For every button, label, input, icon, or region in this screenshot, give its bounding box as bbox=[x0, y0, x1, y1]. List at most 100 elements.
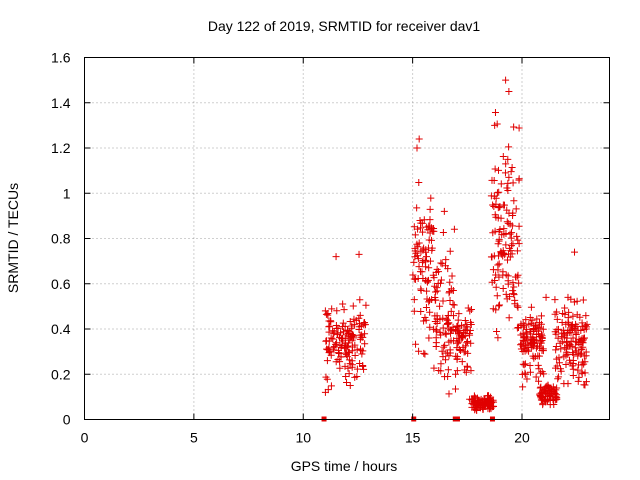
data-point bbox=[494, 240, 502, 248]
data-point bbox=[359, 362, 367, 370]
data-point bbox=[463, 362, 471, 370]
data-point bbox=[451, 385, 459, 393]
data-point bbox=[353, 346, 361, 354]
data-point bbox=[571, 248, 578, 256]
data-point bbox=[329, 327, 337, 335]
data-point bbox=[413, 204, 421, 212]
data-point bbox=[553, 394, 561, 402]
data-point bbox=[436, 302, 444, 310]
data-point bbox=[343, 353, 351, 361]
x-tick-label: 20 bbox=[514, 430, 530, 446]
data-point bbox=[501, 169, 509, 177]
data-point bbox=[491, 211, 499, 219]
data-point bbox=[327, 334, 335, 342]
y-tick-label: 0.4 bbox=[51, 321, 71, 337]
data-point bbox=[569, 334, 577, 342]
data-point bbox=[490, 252, 498, 260]
data-point bbox=[423, 253, 431, 261]
data-point bbox=[537, 338, 545, 346]
data-point bbox=[336, 364, 344, 372]
data-point bbox=[493, 292, 501, 300]
data-point bbox=[442, 330, 450, 338]
data-point bbox=[536, 369, 544, 377]
data-point bbox=[445, 390, 453, 398]
data-point bbox=[467, 306, 475, 314]
data-point bbox=[506, 230, 514, 238]
data-point bbox=[339, 337, 347, 345]
data-point bbox=[509, 179, 517, 187]
data-point bbox=[509, 279, 517, 287]
data-point bbox=[446, 247, 454, 255]
data-point bbox=[505, 173, 513, 181]
data-point bbox=[569, 372, 577, 380]
data-point bbox=[574, 366, 582, 374]
y-tick-label: 0 bbox=[63, 412, 71, 428]
data-point bbox=[523, 330, 531, 338]
data-point bbox=[508, 164, 516, 172]
data-point bbox=[327, 382, 335, 390]
x-tick-label: 10 bbox=[295, 430, 311, 446]
data-point bbox=[411, 231, 419, 239]
data-point bbox=[575, 361, 583, 369]
data-point bbox=[445, 352, 453, 360]
data-point bbox=[504, 186, 512, 194]
data-point bbox=[458, 358, 466, 366]
data-point bbox=[559, 326, 567, 334]
data-point bbox=[422, 276, 430, 284]
y-tick-label: 0.6 bbox=[51, 276, 71, 292]
data-point bbox=[472, 405, 480, 413]
data-point bbox=[514, 236, 522, 244]
data-point bbox=[536, 384, 544, 392]
data-point bbox=[504, 272, 512, 280]
data-point bbox=[554, 334, 562, 342]
chart-title: Day 122 of 2019, SRMTID for receiver dav… bbox=[208, 18, 481, 34]
data-point bbox=[464, 304, 472, 312]
data-point bbox=[476, 401, 484, 409]
data-point bbox=[578, 358, 586, 366]
data-point bbox=[436, 328, 444, 336]
x-tick-label: 0 bbox=[81, 430, 89, 446]
data-point bbox=[349, 302, 357, 310]
data-point bbox=[438, 347, 446, 355]
data-point bbox=[505, 314, 513, 322]
data-point bbox=[507, 247, 515, 255]
data-point bbox=[489, 201, 497, 209]
data-point bbox=[504, 179, 512, 187]
data-point bbox=[490, 192, 498, 200]
data-point bbox=[348, 357, 356, 365]
data-point bbox=[441, 373, 449, 381]
data-point bbox=[539, 401, 547, 409]
data-point bbox=[461, 316, 469, 324]
data-point bbox=[419, 228, 427, 236]
data-point bbox=[509, 287, 517, 295]
data-point bbox=[342, 372, 350, 380]
data-point bbox=[502, 160, 510, 168]
data-point bbox=[580, 326, 588, 334]
axis-ticks bbox=[84, 57, 610, 420]
data-point bbox=[526, 314, 534, 322]
data-point bbox=[550, 401, 558, 409]
data-point bbox=[463, 339, 471, 347]
data-point bbox=[491, 165, 499, 173]
data-point bbox=[441, 329, 449, 337]
data-point bbox=[561, 310, 569, 318]
data-point bbox=[529, 333, 537, 341]
data-point bbox=[414, 255, 422, 263]
data-point bbox=[489, 305, 497, 313]
data-point bbox=[495, 166, 503, 174]
data-point bbox=[551, 296, 559, 304]
data-point bbox=[512, 205, 520, 213]
data-point bbox=[515, 124, 523, 132]
data-point bbox=[539, 345, 547, 353]
data-point bbox=[514, 303, 522, 311]
data-point bbox=[491, 227, 499, 235]
data-point bbox=[342, 330, 350, 338]
data-point bbox=[348, 347, 356, 355]
data-point bbox=[557, 345, 565, 353]
data-point bbox=[538, 396, 546, 404]
data-point bbox=[333, 307, 341, 315]
data-point bbox=[524, 343, 532, 351]
data-point bbox=[442, 315, 450, 323]
data-point bbox=[496, 203, 504, 211]
